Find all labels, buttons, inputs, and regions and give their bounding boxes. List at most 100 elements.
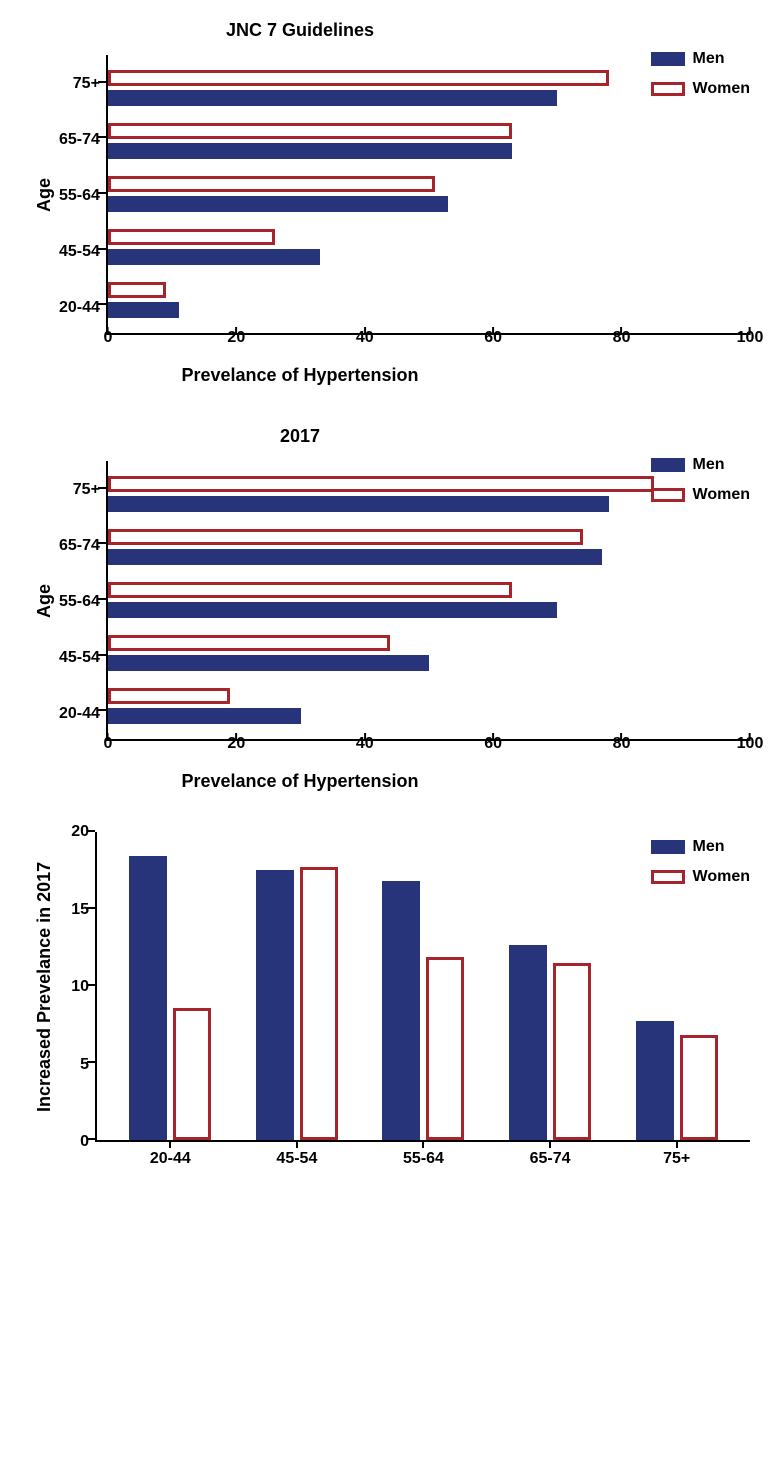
chart-title: 2017	[30, 426, 570, 447]
bar-women	[108, 688, 230, 704]
bar-women	[108, 70, 609, 86]
x-category-label: 20-44	[125, 1150, 215, 1168]
x-tick-label: 40	[356, 329, 374, 347]
bar-group	[108, 582, 750, 618]
y-category-label: 20-44	[59, 705, 100, 721]
bar-women	[108, 635, 391, 651]
bar-group	[108, 635, 750, 671]
legend-item-men: Men	[651, 50, 750, 68]
bar-women	[553, 963, 591, 1140]
y-category-label: 75+	[59, 481, 100, 497]
bar-women	[173, 1008, 211, 1140]
bar-women	[426, 957, 464, 1140]
x-tick-label: 40	[356, 735, 374, 753]
x-category-label: 55-64	[378, 1150, 468, 1168]
y-axis-label: Increased Prevelance in 2017	[30, 832, 59, 1142]
legend-label-men: Men	[693, 838, 725, 856]
legend-label-women: Women	[693, 868, 750, 886]
y-category-label: 20-44	[59, 299, 100, 315]
bar-women	[108, 529, 583, 545]
y-category-label: 65-74	[59, 131, 100, 147]
x-ticks: 020406080100	[108, 337, 750, 357]
legend-item-women: Women	[651, 486, 750, 504]
swatch-women	[651, 870, 685, 884]
bar-women	[108, 176, 435, 192]
chart-increase-2017: Increased Prevelance in 2017 05101520 20…	[30, 832, 750, 1142]
y-category-label: 45-54	[59, 243, 100, 259]
bar-group	[382, 881, 464, 1140]
chart-2017: 2017 Age 20-4445-5455-6465-7475+ 0204060…	[30, 426, 750, 792]
x-ticks: 020406080100	[108, 743, 750, 763]
x-category-label: 45-54	[252, 1150, 342, 1168]
bar-group	[636, 1021, 718, 1140]
bar-men	[129, 856, 167, 1140]
swatch-men	[651, 840, 685, 854]
x-tick-label: 100	[737, 329, 764, 347]
bar-group	[108, 282, 750, 318]
x-tick-label: 80	[613, 735, 631, 753]
x-category-label: 75+	[632, 1150, 722, 1168]
legend-label-men: Men	[693, 456, 725, 474]
legend-item-men: Men	[651, 838, 750, 856]
y-category-label: 55-64	[59, 593, 100, 609]
bar-women	[108, 229, 275, 245]
bar-group	[108, 688, 750, 724]
swatch-men	[651, 52, 685, 66]
bar-group	[108, 123, 750, 159]
y-category-label: 65-74	[59, 537, 100, 553]
bar-women	[108, 123, 513, 139]
bar-men	[108, 496, 609, 512]
bar-group	[108, 529, 750, 565]
y-category-label: 75+	[59, 75, 100, 91]
bar-men	[382, 881, 420, 1140]
y-axis-label: Age	[30, 55, 59, 335]
y-category-label: 45-54	[59, 649, 100, 665]
x-tick-label: 100	[737, 735, 764, 753]
x-category-labels: 20-44 45-54 55-64 65-74 75+	[97, 1150, 750, 1168]
bar-women	[108, 582, 513, 598]
swatch-women	[651, 82, 685, 96]
bar-women	[108, 282, 166, 298]
legend-label-men: Men	[693, 50, 725, 68]
x-axis-label: Prevelance of Hypertension	[30, 365, 570, 386]
x-tick-label: 60	[484, 735, 502, 753]
legend-label-women: Women	[693, 80, 750, 98]
legend-item-women: Women	[651, 868, 750, 886]
bar-group	[256, 867, 338, 1140]
bar-men	[108, 655, 429, 671]
legend-item-women: Women	[651, 80, 750, 98]
legend-item-men: Men	[651, 456, 750, 474]
bar-men	[108, 249, 320, 265]
bar-group	[509, 945, 591, 1140]
legend: Men Women	[651, 50, 750, 110]
bar-women	[300, 867, 338, 1140]
bar-men	[509, 945, 547, 1140]
x-tick-label: 20	[227, 735, 245, 753]
x-tick-label: 0	[103, 329, 112, 347]
x-axis-label: Prevelance of Hypertension	[30, 771, 570, 792]
y-axis-label: Age	[30, 461, 59, 741]
bar-women	[680, 1035, 718, 1140]
bar-group	[108, 176, 750, 212]
x-tick-label: 20	[227, 329, 245, 347]
bar-men	[108, 549, 602, 565]
x-category-label: 65-74	[505, 1150, 595, 1168]
swatch-men	[651, 458, 685, 472]
bar-men	[636, 1021, 674, 1140]
bar-group	[129, 856, 211, 1140]
x-tick-label: 60	[484, 329, 502, 347]
bar-men	[108, 602, 557, 618]
bar-men	[256, 870, 294, 1140]
bar-men	[108, 196, 448, 212]
bar-men	[108, 90, 557, 106]
legend: Men Women	[651, 456, 750, 516]
bar-men	[108, 302, 179, 318]
chart-title: JNC 7 Guidelines	[30, 20, 570, 41]
bar-men	[108, 708, 301, 724]
swatch-women	[651, 488, 685, 502]
legend: Men Women	[651, 838, 750, 898]
y-category-label: 55-64	[59, 187, 100, 203]
bar-group	[108, 229, 750, 265]
x-tick-label: 0	[103, 735, 112, 753]
legend-label-women: Women	[693, 486, 750, 504]
